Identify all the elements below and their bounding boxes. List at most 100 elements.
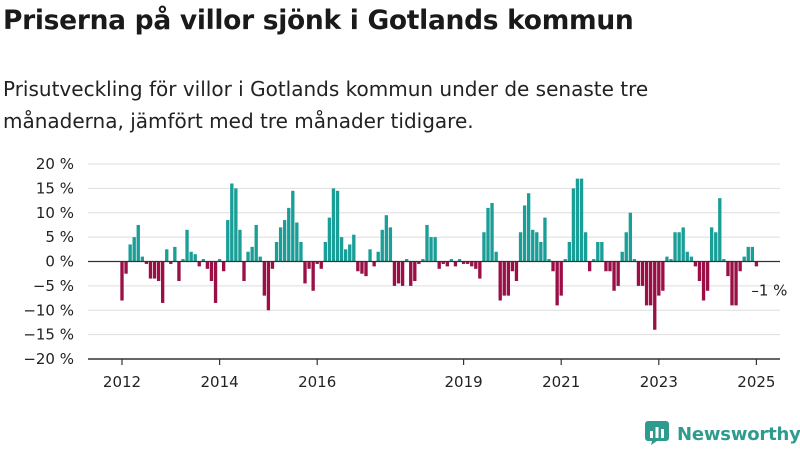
chart-bar — [441, 261, 445, 264]
chart-bar — [547, 259, 551, 262]
chart-bar — [628, 212, 633, 262]
chart-bar — [624, 232, 628, 262]
chart-bar — [620, 251, 624, 262]
chart-bar — [291, 190, 295, 262]
chart-bar — [742, 256, 746, 262]
chart-bar — [697, 261, 702, 281]
chart-bar — [380, 229, 384, 262]
chart-bar — [327, 217, 332, 262]
chart-bar — [169, 261, 173, 264]
chart-bar — [640, 261, 645, 286]
newsworthy-logo-icon — [644, 419, 670, 449]
chart-bar — [160, 261, 165, 303]
y-tick-label: −15 % — [23, 326, 74, 344]
chart-bar — [722, 259, 726, 262]
page-title: Priserna på villor sjönk i Gotlands komm… — [3, 5, 634, 36]
chart-bar — [173, 246, 177, 262]
chart-bar — [587, 261, 592, 272]
chart-bar — [315, 261, 319, 264]
chart-bar — [144, 261, 149, 264]
newsworthy-logo: Newsworthy — [644, 419, 800, 449]
chart-bar — [453, 261, 458, 267]
axes: 20 % 15 % 10 % 5 % 0 % −5 % −10 % −15 % −20 % 201… — [23, 155, 780, 391]
chart-bar — [400, 261, 405, 286]
chart-bar — [384, 215, 389, 262]
chart-bar — [437, 261, 441, 269]
chart-bar — [152, 261, 157, 279]
chart-bar — [693, 261, 698, 267]
chart-bar — [551, 261, 555, 272]
chart-bar — [518, 232, 523, 262]
chart-bar — [592, 259, 596, 262]
chart-bar — [526, 193, 531, 262]
chart-bar — [539, 242, 543, 262]
chart-bar — [474, 261, 478, 269]
chart-bar — [331, 188, 336, 262]
chart-bar — [177, 261, 181, 281]
chart-bar — [303, 261, 307, 284]
chart-bar — [165, 249, 169, 262]
chart-bar — [413, 261, 417, 281]
chart-bar — [388, 227, 393, 262]
chart-bar — [319, 261, 323, 269]
chart-bar — [644, 261, 649, 306]
chart-bar — [343, 249, 348, 262]
chart-bar — [124, 261, 128, 274]
chart-bar — [429, 237, 433, 262]
y-tick-label: 20 % — [36, 155, 74, 173]
chart-bar — [730, 261, 734, 306]
chart-bar — [571, 188, 576, 262]
chart-bar — [514, 261, 519, 281]
chart-bar — [396, 261, 401, 284]
chart-bar — [250, 246, 254, 262]
chart-bar — [348, 244, 352, 262]
chart-bar — [246, 251, 250, 262]
chart-bar — [217, 259, 222, 262]
chart-bar — [583, 232, 588, 262]
chart-bar — [449, 259, 454, 262]
chart-bar — [555, 261, 559, 306]
chart-bar — [506, 261, 511, 296]
chart-bar — [258, 256, 262, 262]
chart-bar — [681, 227, 685, 262]
chart-bar — [543, 217, 547, 262]
chart-bar — [482, 232, 486, 262]
chart-bar — [709, 227, 714, 262]
chart-bar — [718, 198, 722, 262]
x-tick-label: 2023 — [640, 373, 678, 391]
chart-bar — [339, 237, 344, 262]
chart-bar — [478, 261, 482, 279]
chart-bar — [616, 261, 620, 286]
y-tick-label: 5 % — [45, 228, 74, 246]
chart-bar — [221, 261, 226, 272]
chart-bar — [567, 242, 572, 262]
chart-bar — [632, 259, 637, 262]
chart-bar — [689, 256, 694, 262]
chart-bar — [608, 261, 612, 272]
chart-bar — [636, 261, 641, 286]
chart-bar — [522, 205, 527, 262]
chart-bar — [360, 261, 364, 274]
chart-bar — [120, 261, 124, 301]
chart-bar — [470, 261, 474, 267]
chart-bar — [465, 261, 470, 264]
chart-bar — [254, 224, 258, 262]
chart-bar — [531, 229, 535, 262]
chart-bar — [128, 244, 132, 262]
chart-bar — [535, 232, 539, 262]
chart-bar — [490, 203, 494, 262]
chart-bar — [213, 261, 218, 303]
bar-chart: 20 % 15 % 10 % 5 % 0 % −5 % −10 % −15 % −20 % 201… — [23, 155, 787, 391]
chart-bar — [425, 224, 429, 262]
chart-bar — [409, 261, 413, 286]
chart-bar — [148, 261, 153, 279]
chart-bar — [274, 242, 279, 262]
chart-bar — [726, 261, 730, 277]
chart-bar — [677, 232, 681, 262]
chart-bar — [392, 261, 397, 286]
chart-bar — [307, 261, 311, 269]
chart-bar — [262, 261, 267, 296]
chart-bar — [421, 259, 425, 262]
chart-bar — [612, 261, 616, 291]
chart-bar — [404, 259, 409, 262]
